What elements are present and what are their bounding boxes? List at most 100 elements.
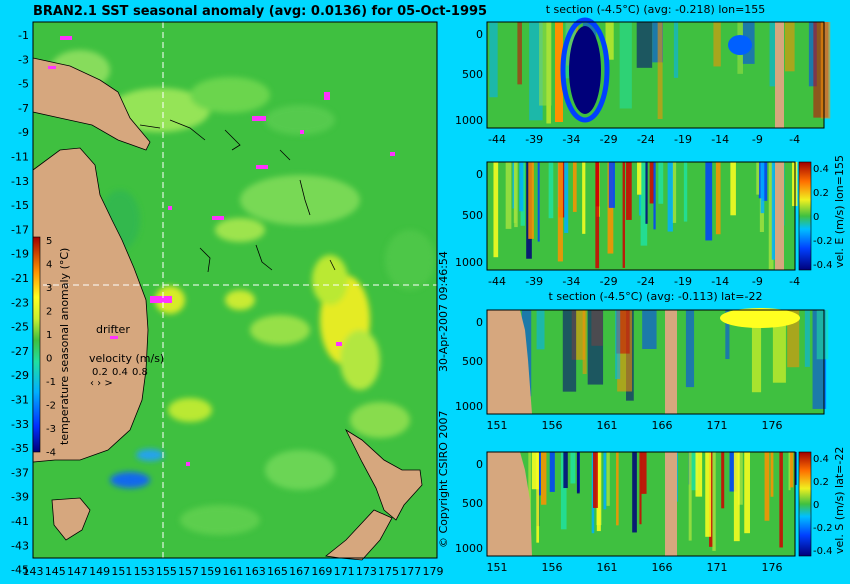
map-ytick-label: -15 [11, 199, 29, 212]
section-title: t section (-4.5°C) (avg: -0.113) lat=-22 [549, 290, 763, 303]
map-colorbar-tick: 0 [46, 354, 52, 365]
islands [139, 119, 336, 273]
map-xtick-label: 177 [400, 565, 421, 578]
velocity-scale-value: 0.8 [132, 367, 148, 378]
section-stripe [816, 310, 829, 360]
section-colorbar-tick: 0.4 [813, 454, 829, 465]
map-xtick-label: 143 [23, 565, 44, 578]
section-stripe [733, 452, 740, 542]
velocity-scale-value: 0.2 [92, 367, 108, 378]
section-stripe [560, 452, 567, 530]
section-stripe [789, 452, 794, 488]
section-stripe [705, 452, 712, 537]
section-colorbar-tick: 0.2 [813, 477, 829, 488]
section-stripe [538, 452, 541, 496]
map-xtick-label: 157 [178, 565, 199, 578]
section-ytick-label: 0 [476, 316, 483, 329]
section-stripe [771, 162, 777, 260]
section-stripe [653, 162, 656, 230]
section-stripe [673, 22, 679, 78]
map-colorbar-tick: -2 [46, 401, 56, 412]
section-stripe [541, 452, 547, 505]
land-australia [32, 147, 149, 463]
map-ytick-label: -29 [11, 369, 29, 382]
map-ytick-label: -43 [11, 539, 29, 552]
section-feature [728, 35, 752, 55]
map-ytick-label: -27 [11, 345, 29, 358]
section-stripe [808, 22, 817, 87]
section-stripe [564, 162, 569, 233]
map-xtick-label: 149 [89, 565, 110, 578]
section-frame [486, 21, 825, 129]
section-stripe [820, 22, 831, 119]
section-stripe [639, 452, 642, 525]
section-title: t section (-4.5°C) (avg: -0.218) lon=155 [546, 3, 766, 16]
section-ytick-label: 500 [462, 209, 483, 222]
section-stripe [695, 452, 703, 497]
section-ytick-label: 1000 [455, 114, 483, 127]
map-colorbar-tick: 1 [46, 330, 52, 341]
map-colorbar-tick: -1 [46, 377, 56, 388]
map-ytick-label: -45 [11, 564, 29, 577]
section-stripe [760, 162, 765, 214]
section-stripe [587, 310, 604, 385]
section-stripe [725, 310, 730, 360]
section-stripe [565, 22, 576, 79]
map-ytick-label: -1 [18, 29, 29, 42]
map-xtick-label: 163 [245, 565, 266, 578]
section-xtick-label: 156 [542, 419, 563, 432]
section-stripe [563, 452, 568, 489]
section-xtick-label: -4 [789, 275, 800, 288]
section-panel-4: 0 500 1000 151 156 161 166 171 176 0.4 0.2 0 -0.2 -0.… [455, 447, 846, 574]
map-ytick-label: -21 [11, 272, 29, 285]
map-ytick-label: -35 [11, 442, 29, 455]
section-ytick-label: 500 [462, 355, 483, 368]
figure-title: BRAN2.1 SST seasonal anomaly (avg: 0.013… [33, 4, 487, 19]
velocity-arrows: ‹ › > [90, 378, 113, 389]
section-stripe [606, 452, 610, 506]
section-xtick-label: -44 [488, 275, 506, 288]
section-stripe [632, 452, 637, 533]
map-xtick-label: 169 [311, 565, 332, 578]
section-stripe [715, 162, 721, 235]
map-ytick-labels: -1 -3 -5 -7 -9 -11 -13 -15 -17 -19 -21 -23 -25 -27 -29… [11, 29, 29, 577]
map-xtick-label: 145 [45, 565, 66, 578]
section-xtick-label: -19 [674, 275, 692, 288]
section-stripe [652, 22, 663, 63]
map-colorbar-tick: -3 [46, 424, 56, 435]
section-stripe [691, 452, 699, 491]
section-ytick-label: 0 [476, 168, 483, 181]
section-xtick-label: -39 [525, 275, 543, 288]
map-ytick-label: -7 [18, 102, 29, 115]
section-stripe [685, 310, 695, 388]
section-feature [720, 308, 800, 328]
section-stripe [779, 452, 783, 548]
section-xtick-label: 151 [487, 561, 508, 574]
map-colorbar-tick: 2 [46, 307, 52, 318]
section-feature [555, 22, 563, 122]
section-stripe [641, 452, 647, 494]
section-land [775, 162, 784, 270]
section-colorbar-tick: -0.4 [813, 260, 833, 271]
section-xtick-label: -29 [600, 133, 618, 146]
section-stripe [729, 452, 737, 492]
section-stripe [519, 162, 524, 212]
section-xtick-label: 171 [707, 419, 728, 432]
section-stripe [764, 452, 770, 521]
section-stripe [756, 162, 760, 195]
section-stripe [645, 162, 648, 224]
map-xtick-label: 161 [223, 565, 244, 578]
section-stripe [537, 162, 540, 242]
section-ytick-label: 0 [476, 28, 483, 41]
section-stripe [505, 162, 512, 229]
section-colorbar-tick: -0.2 [813, 523, 833, 534]
velocity-scale-value: 0.4 [112, 367, 128, 378]
section-colorbar-tick: 0 [813, 500, 819, 511]
copyright-text: © Copyright CSIRO 2007 [437, 411, 450, 548]
section-xtick-label: -34 [562, 275, 580, 288]
section-colorbar-tick: 0.2 [813, 188, 829, 199]
map-xtick-label: 155 [156, 565, 177, 578]
section-stripe [615, 310, 621, 380]
section-xtick-label: 166 [652, 419, 673, 432]
section-stripe [768, 162, 774, 270]
